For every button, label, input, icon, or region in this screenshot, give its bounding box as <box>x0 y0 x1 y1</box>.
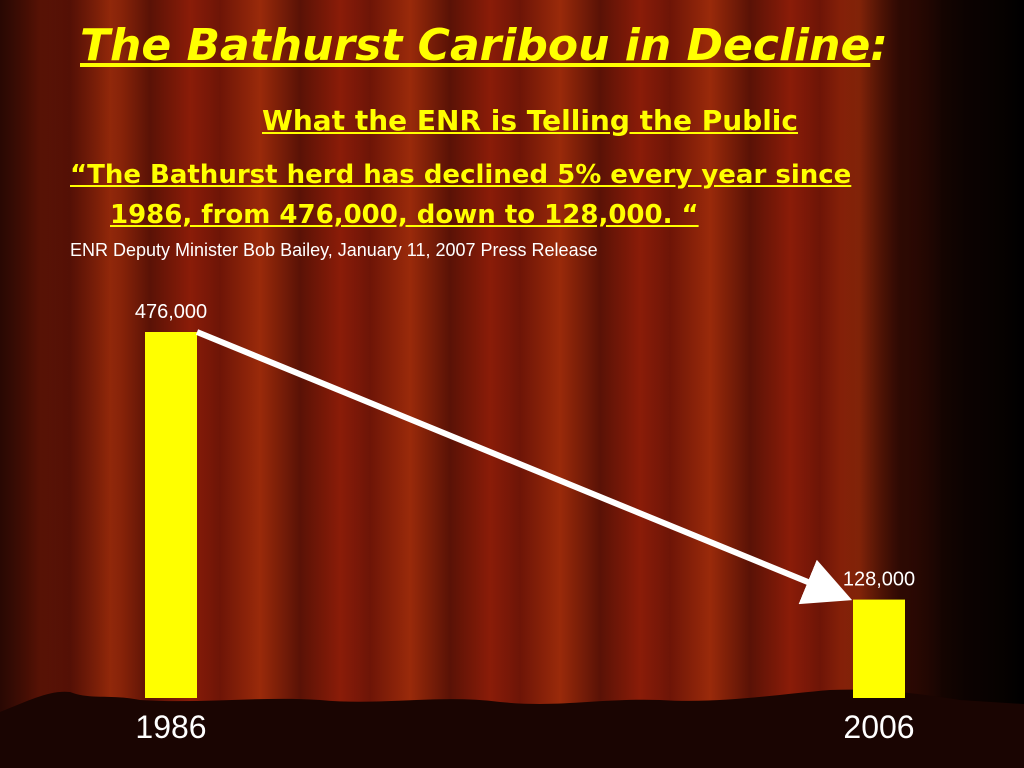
category-label: 1986 <box>135 709 206 745</box>
subtitle: What the ENR is Telling the Public <box>261 104 799 137</box>
trend-arrow <box>195 329 853 605</box>
bar <box>145 332 197 698</box>
ground <box>0 689 1024 768</box>
title-suffix: : <box>870 20 888 71</box>
bar <box>853 599 905 698</box>
title: The Bathurst Caribou in Decline <box>80 20 871 71</box>
title-block: The Bathurst Caribou in Decline: <box>80 20 888 71</box>
quote: “The Bathurst herd has declined 5% every… <box>70 160 852 230</box>
category-label: 2006 <box>843 709 914 745</box>
value-label: 128,000 <box>843 569 915 591</box>
value-label: 476,000 <box>135 301 207 323</box>
source: ENR Deputy Minister Bob Bailey, January … <box>70 240 598 260</box>
